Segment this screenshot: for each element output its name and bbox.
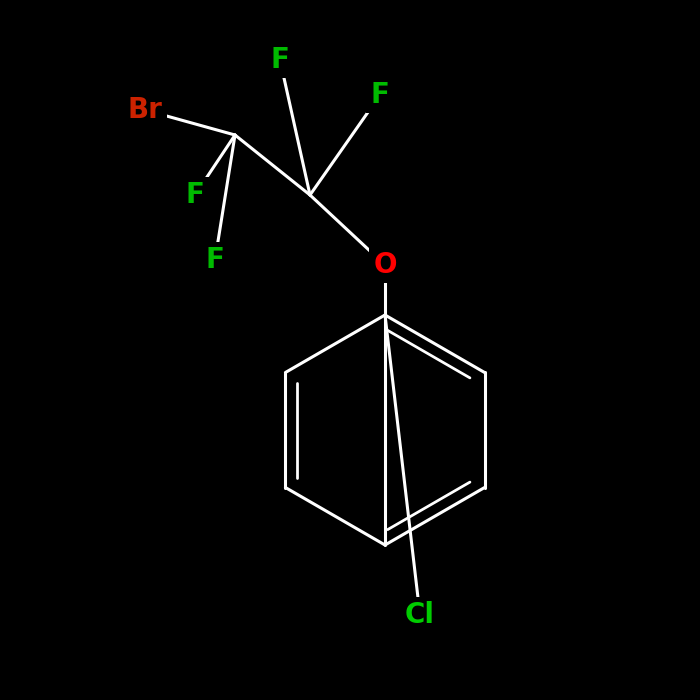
Text: Br: Br — [127, 96, 162, 124]
Text: F: F — [370, 81, 389, 109]
Text: O: O — [373, 251, 397, 279]
Text: F: F — [271, 46, 289, 74]
Text: Cl: Cl — [405, 601, 435, 629]
Text: F: F — [186, 181, 204, 209]
Text: F: F — [206, 246, 225, 274]
